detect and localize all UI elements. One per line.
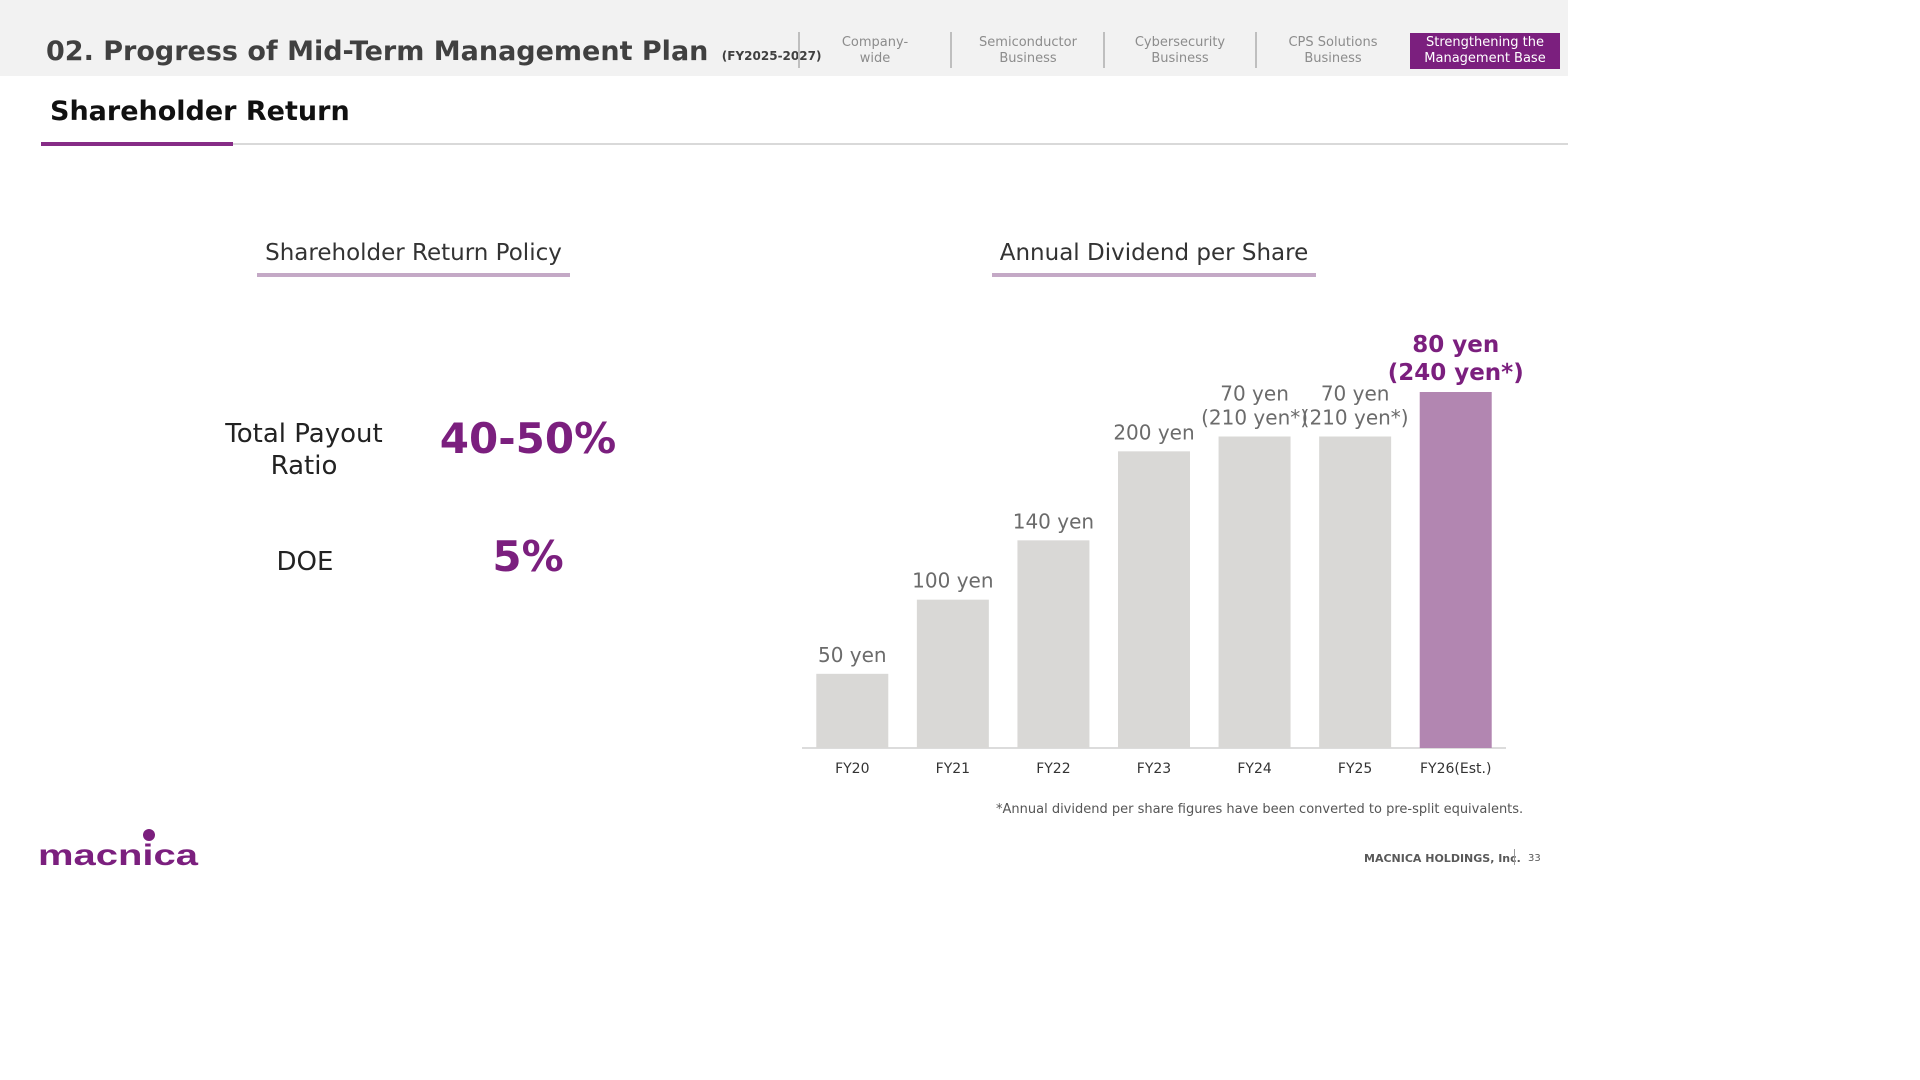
data-label: (210 yen*) (1201, 406, 1308, 430)
page-title: 02. Progress of Mid-Term Management Plan… (46, 36, 821, 67)
bar-fy20 (816, 673, 889, 748)
nav-divider (798, 32, 800, 68)
svg-text:macnica: macnica (38, 839, 198, 868)
dividend-heading-underline (992, 273, 1316, 277)
tab-cybersecurity-business[interactable]: Cybersecurity Business (1134, 35, 1226, 66)
bar-fy21 (916, 599, 989, 748)
data-label: 80 yen (1412, 332, 1499, 358)
header-band (0, 0, 1568, 76)
doe-value: 5% (492, 532, 564, 581)
policy-heading: Shareholder Return Policy (265, 240, 562, 266)
page-title-text: 02. Progress of Mid-Term Management Plan (46, 36, 709, 67)
bar-fy24 (1218, 436, 1291, 748)
x-tick-label: FY21 (936, 761, 970, 777)
footnote: *Annual dividend per share figures have … (996, 802, 1524, 817)
dividend-heading: Annual Dividend per Share (999, 240, 1309, 266)
section-title: Shareholder Return (50, 96, 350, 127)
data-label: (210 yen*) (1302, 406, 1409, 430)
bar-fy25 (1319, 436, 1392, 748)
bar-fy26-est (1419, 392, 1492, 748)
data-label: 70 yen (1220, 382, 1289, 406)
bar-fy22 (1017, 540, 1090, 748)
data-label: 50 yen (818, 643, 887, 667)
data-label: 140 yen (1013, 509, 1094, 533)
tab-strengthening-management-base[interactable]: Strengthening the Management Base (1410, 33, 1560, 69)
tab-company-wide[interactable]: Company- wide (841, 35, 909, 66)
data-label: (240 yen*) (1388, 360, 1524, 386)
footer-divider (1514, 849, 1515, 865)
x-tick-label: FY26(Est.) (1420, 761, 1491, 777)
page-number: 33 (1528, 853, 1541, 864)
data-label: 100 yen (912, 569, 993, 593)
page-title-period: (FY2025-2027) (721, 49, 822, 63)
macnica-logo: macnica (38, 829, 198, 868)
total-payout-ratio-value: 40-50% (439, 414, 617, 463)
x-tick-label: FY25 (1338, 761, 1372, 777)
data-label: 200 yen (1113, 420, 1194, 444)
section-rule-accent (41, 142, 233, 146)
nav-divider (1103, 32, 1105, 68)
x-tick-label: FY23 (1137, 761, 1171, 777)
nav-divider (1255, 32, 1257, 68)
bar-fy23 (1118, 451, 1190, 748)
total-payout-ratio-label: Total Payout Ratio (225, 419, 383, 481)
x-tick-label: FY24 (1237, 761, 1272, 777)
policy-heading-underline (257, 273, 570, 277)
section-rule (41, 143, 1568, 145)
nav-divider (950, 32, 952, 68)
doe-label: DOE (276, 547, 334, 577)
x-tick-label: FY22 (1036, 761, 1070, 777)
footer-company: MACNICA HOLDINGS, Inc. (1364, 852, 1521, 865)
dividend-bar-chart: FY20 50 yen FY21 100 yen FY22 140 yen FY23 200 … (802, 332, 1524, 777)
data-label: 70 yen (1321, 382, 1390, 406)
x-tick-label: FY20 (835, 761, 869, 777)
tab-semiconductor-business[interactable]: Semiconductor Business (979, 35, 1077, 66)
tab-cps-solutions-business[interactable]: CPS Solutions Business (1288, 35, 1378, 66)
